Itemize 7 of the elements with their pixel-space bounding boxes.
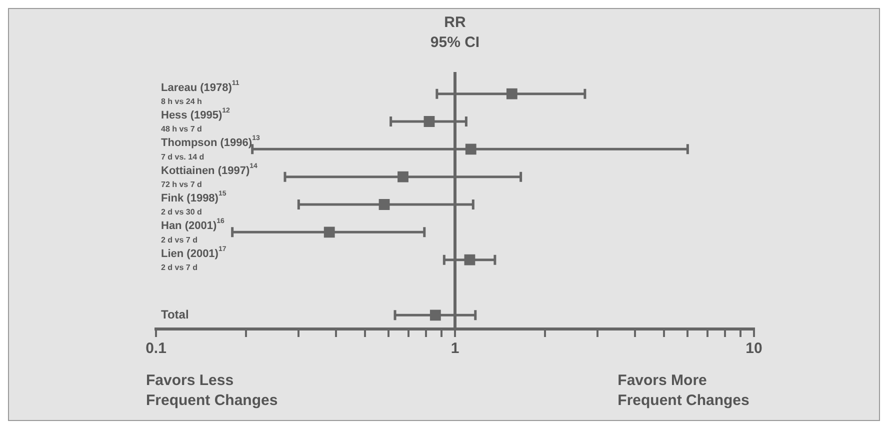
text: Favors More Frequent Changes — [618, 372, 750, 410]
x-tick-label: 1 — [450, 340, 460, 358]
text: Favors Less Frequent Changes — [146, 372, 278, 410]
x-tick-label: 10 — [746, 340, 762, 358]
y-tick-label: Total — [161, 307, 189, 322]
x-tick-label: 0.1 — [146, 340, 166, 358]
chart-title: RR 95% CI — [430, 14, 480, 52]
